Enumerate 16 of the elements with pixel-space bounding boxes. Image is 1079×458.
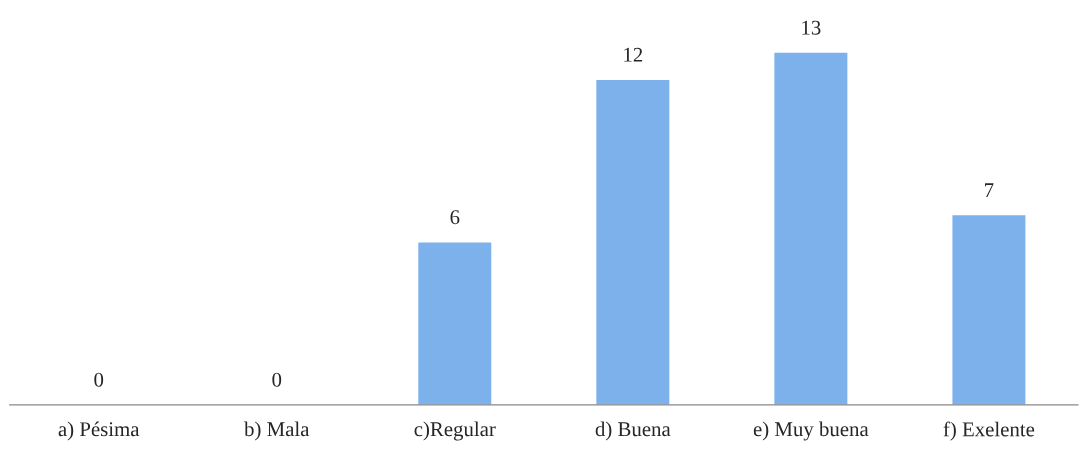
x-tick-label: c)Regular	[414, 421, 496, 441]
data-label: 0	[94, 372, 104, 387]
x-tick-label: f) Exelente	[943, 421, 1035, 441]
x-tick-label: e) Muy buena	[753, 421, 869, 441]
data-label: 6	[450, 210, 460, 225]
data-label: 0	[272, 372, 282, 387]
data-label: 13	[802, 20, 821, 35]
x-tick-label: d) Buena	[595, 421, 671, 441]
data-label: 7	[985, 183, 994, 197]
data-label: 12	[624, 47, 643, 62]
bar	[596, 79, 670, 405]
bar	[774, 52, 848, 405]
x-tick-label: a) Pésima	[58, 421, 140, 441]
bar	[418, 242, 492, 405]
bar	[952, 215, 1026, 405]
x-tick-label: b) Mala	[244, 421, 310, 441]
